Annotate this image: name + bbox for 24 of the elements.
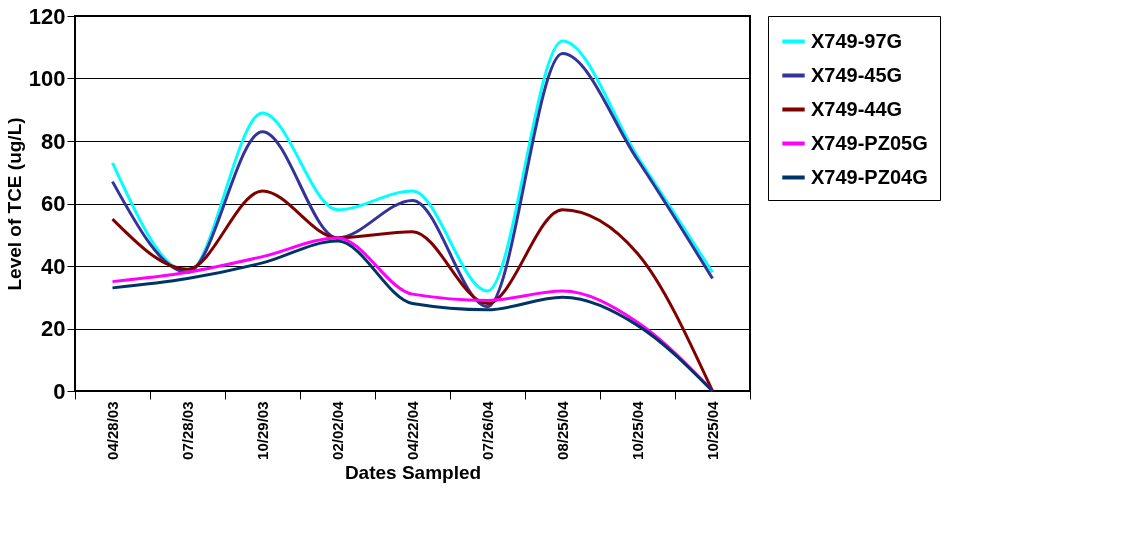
x-tick-label: 04/22/04 — [404, 400, 421, 460]
x-tick-label: 10/25/04 — [704, 400, 721, 460]
y-tick-label: 0 — [53, 378, 66, 404]
x-tick-label: 02/02/04 — [329, 400, 346, 460]
legend-label: X749-PZ05G — [811, 131, 928, 154]
x-tick-label: 08/25/04 — [554, 400, 571, 460]
x-tick-label: 10/25/04 — [629, 400, 646, 460]
y-axis-title: Level of TCE (ug/L) — [3, 117, 25, 291]
legend-label: X749-97G — [811, 29, 903, 52]
x-tick-label: 07/28/03 — [179, 401, 196, 460]
y-tick-label: 100 — [28, 66, 66, 91]
legend-label: X749-PZ04G — [811, 165, 928, 188]
y-tick-label: 120 — [28, 3, 66, 29]
x-tick-label: 10/29/03 — [254, 401, 271, 460]
x-tick-label: 07/26/04 — [479, 400, 496, 460]
y-tick-label: 20 — [41, 316, 66, 341]
legend-label: X749-44G — [811, 97, 903, 120]
y-tick-label: 40 — [41, 253, 66, 279]
x-tick-label: 04/28/03 — [104, 401, 121, 460]
legend-label: X749-45G — [811, 63, 903, 86]
y-tick-label: 60 — [41, 191, 66, 216]
y-tick-label: 80 — [41, 128, 66, 154]
x-axis-title: Dates Sampled — [344, 461, 482, 483]
line-series — [111, 189, 714, 393]
